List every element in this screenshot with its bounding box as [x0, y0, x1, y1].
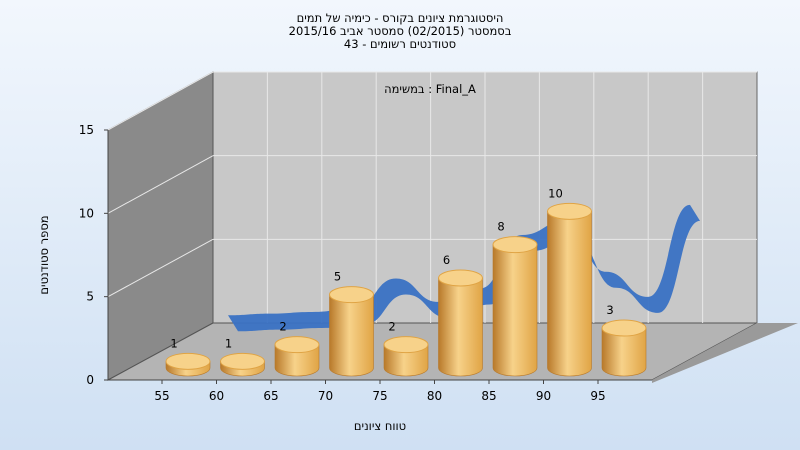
y-tick-label: 15	[79, 123, 94, 137]
bar	[601, 319, 647, 377]
data-label: 8	[497, 220, 504, 234]
bar-top	[329, 286, 374, 304]
data-label: 2	[279, 320, 286, 334]
x-tick-label: 55	[154, 389, 169, 403]
bar-top	[220, 352, 265, 370]
x-tick-label: 60	[209, 389, 224, 403]
bar-body	[547, 211, 592, 377]
data-label: 3	[606, 303, 613, 317]
bar-body	[383, 344, 429, 377]
x-tick-label: 70	[318, 389, 333, 403]
bar	[492, 236, 538, 377]
bar	[274, 336, 320, 377]
chart-title-line-1: היסטוגרמת ציונים בקורס - כימיה של תמים	[297, 11, 504, 25]
chart-title-line-3: סטודנטים רשומים - 43	[344, 37, 456, 51]
data-label: 5	[334, 270, 341, 284]
bar	[165, 352, 211, 377]
bar-body	[274, 344, 320, 377]
y-tick-label: 0	[86, 373, 94, 387]
grid-line-side	[107, 155, 214, 214]
y-tick-label: 10	[79, 206, 94, 220]
x-tick-label: 65	[263, 389, 278, 403]
data-label: 1	[225, 336, 232, 350]
grid-line-side	[107, 238, 214, 298]
bar-top	[438, 269, 483, 287]
bar-top	[165, 352, 211, 370]
data-label: 2	[388, 320, 395, 334]
bar	[329, 286, 374, 377]
bar-top	[492, 236, 538, 254]
grid-line-side	[107, 71, 214, 131]
x-axis-label: טווח ציונים	[354, 419, 406, 433]
bar-top	[383, 336, 429, 354]
floor-edge	[652, 323, 798, 383]
y-tick-label: 5	[86, 290, 94, 304]
chart-title-line-2: בסמסטר (02/2015) סמסטר אביב 2015/16	[289, 24, 512, 38]
x-tick-label: 90	[536, 389, 551, 403]
bar-body	[601, 327, 647, 377]
bar-top	[601, 319, 647, 337]
bar-body	[438, 277, 483, 377]
bar	[547, 202, 592, 377]
chart-subtitle: במשימה : Final_A	[384, 82, 476, 96]
grid-lines	[107, 71, 757, 323]
y-axis-label: מספר סטודנטים	[37, 215, 51, 294]
bar	[383, 336, 429, 377]
bar-body	[329, 294, 374, 377]
bar	[220, 352, 265, 377]
bar-body	[492, 244, 538, 377]
x-tick-label: 80	[427, 389, 442, 403]
x-tick-label: 95	[590, 389, 605, 403]
bars-group: 1 1 2 5 2 6 8 10 3	[165, 186, 647, 377]
bar-top	[547, 202, 592, 220]
x-tick-label: 75	[372, 389, 387, 403]
bar	[438, 269, 483, 377]
x-tick-label: 85	[481, 389, 496, 403]
data-label: 1	[170, 336, 177, 350]
data-label: 10	[548, 186, 563, 200]
bar-top	[274, 336, 320, 354]
data-label: 6	[443, 253, 450, 267]
